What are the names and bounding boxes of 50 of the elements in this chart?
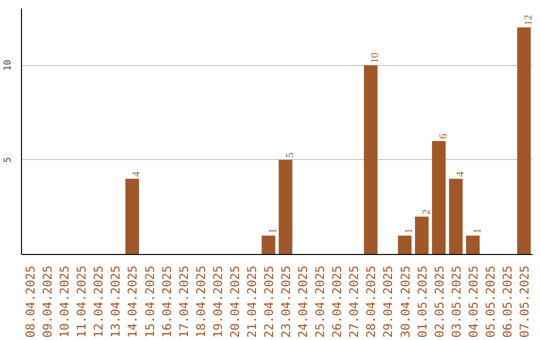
bar: [364, 65, 378, 254]
bar: [517, 27, 531, 254]
data-label: 1: [472, 228, 484, 234]
x-tick-label: 26.04.2025: [330, 265, 344, 338]
x-tick-label: 08.04.2025: [24, 265, 38, 338]
x-tick-label: 03.05.2025: [449, 265, 464, 338]
x-tick-label: 12.04.2025: [92, 265, 106, 338]
bar: [414, 216, 429, 254]
x-tick-label: 19.04.2025: [210, 265, 225, 338]
x-tick-label: 07.05.2025: [517, 265, 532, 338]
x-tick-label: 23.04.2025: [279, 265, 294, 338]
x-tick-label: 30.04.2025: [398, 265, 412, 338]
x-tick-label: 17.04.2025: [176, 265, 191, 338]
data-label: 4: [455, 170, 466, 177]
x-tick-label: 01.05.2025: [415, 265, 430, 338]
x-tick-label: 21.04.2025: [244, 265, 259, 338]
x-tick-label: 20.04.2025: [228, 265, 242, 338]
x-tick-label: 15.04.2025: [142, 265, 157, 338]
x-tick-label: 24.04.2025: [296, 265, 310, 338]
x-tick-label: 18.04.2025: [194, 265, 208, 338]
x-tick-label: 16.04.2025: [160, 265, 174, 338]
data-label: 6: [438, 132, 450, 139]
x-tick-label: 25.04.2025: [313, 265, 328, 338]
x-tick-label: 11.04.2025: [74, 265, 89, 338]
x-tick-label: 06.05.2025: [500, 265, 514, 338]
data-label: 1: [268, 228, 279, 234]
x-tick-label: 14.04.2025: [126, 265, 140, 338]
data-label: 10: [370, 52, 382, 64]
bar: [449, 178, 463, 254]
bar: [466, 236, 480, 254]
bar: [398, 236, 412, 254]
x-tick-label: 27.04.2025: [347, 265, 362, 338]
data-label: 12: [523, 14, 534, 26]
x-tick-label: 13.04.2025: [108, 265, 123, 338]
x-tick-label: 09.04.2025: [40, 265, 55, 338]
data-label: 1: [404, 228, 416, 234]
x-tick-label: 29.04.2025: [381, 265, 396, 338]
x-tick-label: 10.04.2025: [58, 265, 72, 338]
x-tick-label: 05.05.2025: [483, 265, 498, 338]
x-tick-label: 22.04.2025: [262, 265, 276, 338]
x-tick-label: 28.04.2025: [364, 265, 378, 338]
bar: [125, 178, 140, 254]
bar: [278, 160, 292, 254]
data-label: 5: [285, 152, 296, 158]
bar: [262, 236, 276, 254]
data-label: 4: [132, 170, 143, 177]
bar: [432, 140, 446, 254]
x-tick-label: 04.05.2025: [466, 265, 480, 338]
x-tick-label: 02.05.2025: [432, 265, 446, 338]
data-label: 2: [421, 209, 432, 215]
